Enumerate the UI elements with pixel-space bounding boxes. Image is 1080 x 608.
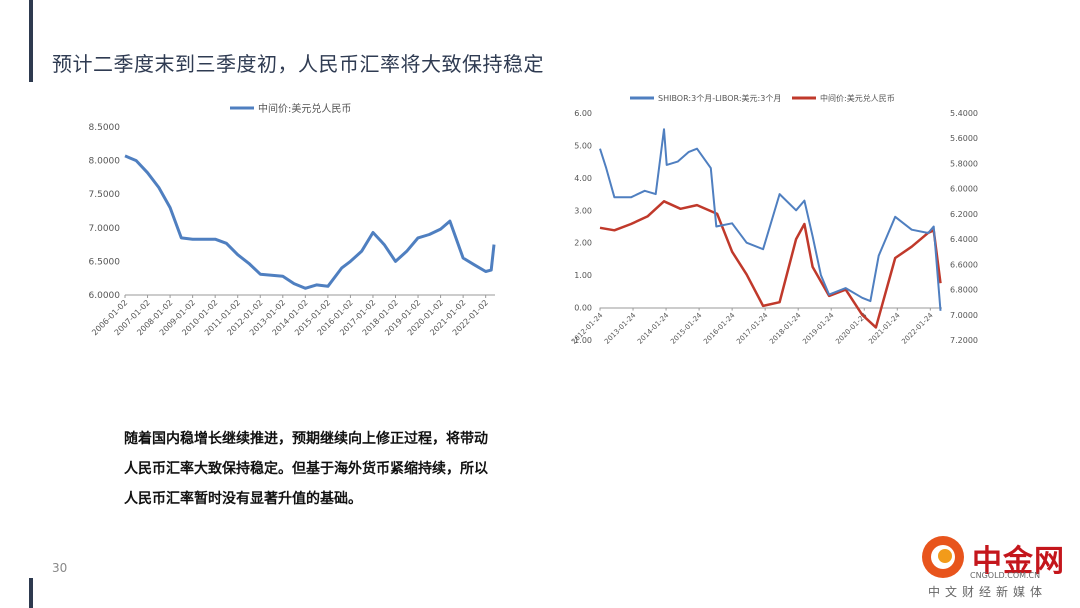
slide-title: 预计二季度末到三季度初，人民币汇率将大致保持稳定 [52, 52, 544, 76]
cngold-logo: 中金网 CNGOLD.COM.CN 中文财经新媒体 [912, 530, 1072, 608]
chart-left-y-tick-label: 8.0000 [89, 157, 121, 167]
chart-right-y-right-tick-label: 7.2000 [950, 336, 978, 345]
cngold-logo-tagline: 中文财经新媒体 [928, 585, 1048, 599]
chart-right-y-left-tick-label: 4.00 [574, 174, 592, 183]
chart-right-y-right-tick-label: 5.4000 [950, 109, 978, 118]
chart-right-legend: SHIBOR:3个月-LIBOR:美元:3个月 中间价:美元兑人民币 [630, 93, 895, 103]
cngold-logo-url: CNGOLD.COM.CN [970, 571, 1041, 580]
chart-left-legend-label: 中间价:美元兑人民币 [258, 102, 351, 115]
chart-right-y-left-tick-label: 5.00 [574, 141, 592, 150]
chart-left-y-tick-label: 8.5000 [89, 123, 121, 133]
chart-right-y-left-tick-label: 0.00 [574, 304, 592, 313]
body-line-2: 人民币汇率大致保持稳定。但基于海外货币紧缩持续，所以 [124, 461, 488, 477]
chart-right-y-left-tick-label: 3.00 [574, 206, 592, 215]
cngold-logo-icon [922, 536, 964, 578]
cngold-logo-brand: 中金网 [972, 544, 1065, 579]
chart-right-y-left-tick-label: -1.00 [571, 336, 592, 345]
chart-right-series-cny-line [599, 200, 942, 329]
chart-left-y-tick-label: 6.0000 [89, 291, 121, 301]
chart-right: SHIBOR:3个月-LIBOR:美元:3个月 中间价:美元兑人民币 6.00 5… [570, 93, 978, 346]
chart-right-y-left-tick-label: 1.00 [574, 271, 592, 280]
chart-right-x-tick-label: 2021-01-24 [867, 311, 902, 346]
chart-right-y-right-tick-label: 6.8000 [950, 286, 978, 295]
chart-right-x-tick-label: 2014-01-24 [636, 311, 671, 346]
chart-right-y-right-tick-label: 6.2000 [950, 210, 978, 219]
chart-left-y-tick-label: 7.5000 [89, 190, 121, 200]
chart-right-x-tick-label: 2022-01-24 [900, 311, 935, 346]
chart-left-legend: 中间价:美元兑人民币 [230, 102, 351, 115]
chart-right-legend-label-1: SHIBOR:3个月-LIBOR:美元:3个月 [658, 93, 781, 103]
footer-accent-bar [29, 578, 33, 608]
chart-left-y-tick-label: 7.0000 [89, 224, 121, 234]
body-line-1: 随着国内稳增长继续推进，预期继续向上修正过程，将带动 [124, 431, 488, 447]
body-text: 随着国内稳增长继续推进，预期继续向上修正过程，将带动 人民币汇率大致保持稳定。但… [124, 424, 554, 514]
chart-left: 中间价:美元兑人民币 8.5000 8.0000 7.5000 7.0000 6.500… [89, 102, 496, 337]
chart-right-x-tick-label: 2017-01-24 [735, 311, 770, 346]
chart-right-legend-label-2: 中间价:美元兑人民币 [820, 93, 895, 103]
chart-right-y-right-tick-label: 5.8000 [950, 159, 978, 168]
chart-right-x-tick-label: 2015-01-24 [669, 311, 704, 346]
body-line-3: 人民币汇率暂时没有显著升值的基础。 [124, 491, 362, 507]
title-accent-bar [29, 0, 33, 82]
chart-left-y-tick-label: 6.5000 [89, 257, 121, 267]
chart-left-series-line [124, 154, 496, 290]
chart-right-y-right-tick-label: 6.6000 [950, 260, 978, 269]
chart-right-x-tick-label: 2018-01-24 [768, 311, 803, 346]
chart-right-y-right-tick-label: 7.0000 [950, 311, 978, 320]
chart-right-y-right-tick-label: 6.0000 [950, 185, 978, 194]
page-number: 30 [52, 561, 68, 575]
chart-right-series-spread-line [599, 128, 942, 311]
chart-right-x-tick-label: 2013-01-24 [603, 311, 638, 346]
chart-right-y-left-tick-label: 2.00 [574, 239, 592, 248]
chart-right-y-left-tick-label: 6.00 [574, 109, 592, 118]
chart-right-y-right-tick-label: 6.4000 [950, 235, 978, 244]
chart-right-x-tick-label: 2019-01-24 [801, 311, 836, 346]
chart-right-x-tick-label: 2016-01-24 [702, 311, 737, 346]
chart-right-y-right-tick-label: 5.6000 [950, 134, 978, 143]
